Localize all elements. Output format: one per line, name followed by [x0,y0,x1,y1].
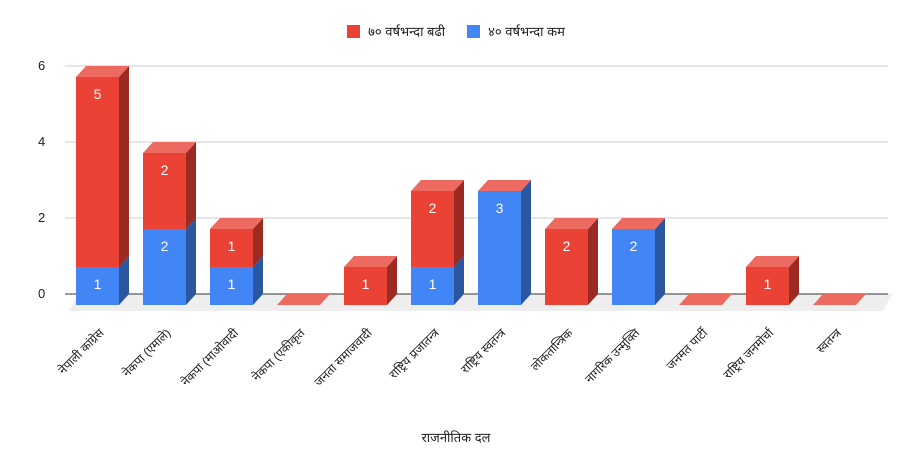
bar-value-label: 2 [161,162,169,178]
y-tick-label: 0 [38,286,46,301]
bar-value-label: 1 [94,276,102,292]
x-axis-title: राजनीतिक दल [421,430,491,445]
bar-group[interactable]: 2 [612,218,665,305]
bar-value-label: 1 [228,276,236,292]
bar-group[interactable]: 2 [545,218,598,305]
bar-group[interactable]: 12 [411,180,464,305]
chart-legend: ७० वर्षभन्दा बढी ४० वर्षभन्दा कम [0,22,912,40]
bar-value-label: 1 [362,276,370,292]
bar-top-face [478,180,531,191]
bar-value-label: 1 [429,276,437,292]
legend-label: ७० वर्षभन्दा बढी [368,24,446,39]
bar-segment[interactable] [143,153,186,229]
bar-segment[interactable] [210,229,253,267]
bar-value-label: 3 [496,200,504,216]
bar-top-face [277,294,330,305]
bar-group[interactable]: 1 [344,256,397,305]
y-tick-label: 4 [38,134,46,149]
bar-value-label: 2 [161,238,169,254]
bar-group[interactable] [277,294,330,305]
bar-top-face [344,256,397,267]
bar-top-face [813,294,866,305]
bar-segment[interactable] [76,267,119,305]
bar-top-face [746,256,799,267]
bar-group[interactable]: 11 [210,218,263,305]
bar-value-label: 1 [228,238,236,254]
bar-segment[interactable] [210,267,253,305]
y-tick-label: 2 [38,210,46,225]
bar-group[interactable]: 1 [746,256,799,305]
bar-top-face [545,218,598,229]
bar-top-face [679,294,732,305]
bar-segment[interactable] [545,229,588,305]
bar-group[interactable]: 15 [76,66,129,305]
legend-swatch-red [347,24,361,38]
bar-segment[interactable] [143,229,186,305]
legend-swatch-blue [467,24,481,38]
bar-segment[interactable] [612,229,655,305]
bar-segment[interactable] [411,267,454,305]
legend-label: ४० वर्षभन्दा कम [488,24,565,39]
legend-item-under-40[interactable]: ४० वर्षभन्दा कम [467,22,565,40]
bar-top-face [143,142,196,153]
bar-segment[interactable] [746,267,789,305]
bar-group[interactable] [813,294,866,305]
bar-value-label: 2 [563,238,571,254]
legend-item-over-70[interactable]: ७० वर्षभन्दा बढी [347,22,445,40]
bar-group[interactable] [679,294,732,305]
bar-top-face [411,180,464,191]
bar-top-face [210,218,263,229]
bar-group[interactable]: 22 [143,142,196,305]
bar-value-label: 2 [429,200,437,216]
bar-segment[interactable] [478,191,521,305]
bar-value-label: 2 [630,238,638,254]
y-tick-label: 6 [38,58,46,73]
bar-top-face [76,66,129,77]
bar-value-label: 1 [764,276,772,292]
bar-value-label: 5 [94,86,102,102]
bar-group[interactable]: 3 [478,180,531,305]
bar-segment[interactable] [76,77,119,267]
bar-top-face [612,218,665,229]
bar-segment[interactable] [411,191,454,267]
bar-segment[interactable] [344,267,387,305]
